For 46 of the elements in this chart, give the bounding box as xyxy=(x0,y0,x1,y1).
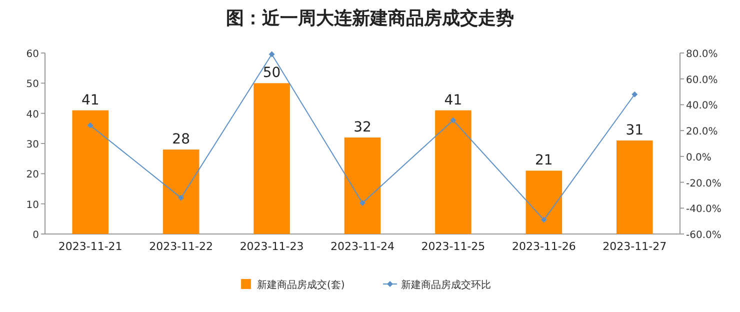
x-tick-label: 2023-11-24 xyxy=(330,240,394,253)
y2-tick-label: -60.0% xyxy=(686,230,722,241)
point xyxy=(178,194,184,201)
point xyxy=(268,51,275,58)
data-label: 50 xyxy=(262,65,281,82)
y-tick-label: 10 xyxy=(26,200,39,211)
data-label: 28 xyxy=(172,132,190,148)
x-tick-label: 2023-11-26 xyxy=(512,240,576,253)
y-tick-label: 60 xyxy=(26,49,39,60)
data-label: 21 xyxy=(535,152,553,169)
data-label: 41 xyxy=(444,92,462,108)
point xyxy=(87,122,94,128)
y2-tick-label: 0.0% xyxy=(686,152,712,164)
bar xyxy=(435,110,472,234)
x-tick-label: 2023-11-21 xyxy=(58,240,122,253)
point xyxy=(540,216,547,223)
bar xyxy=(162,150,200,234)
legend-label: 新建商品房成交(套) xyxy=(257,279,345,291)
y2-tick-label: 80.0% xyxy=(686,49,718,60)
x-tick-label: 2023-11-27 xyxy=(602,240,667,253)
chart-title: 图：近一周大连新建商品房成交走势 xyxy=(226,8,514,29)
data-label: 41 xyxy=(81,92,100,108)
point xyxy=(450,117,456,124)
x-tick-label: 2023-11-23 xyxy=(240,240,304,253)
y2-tick-label: -20.0% xyxy=(686,178,722,190)
y-tick-label: 0 xyxy=(32,230,39,241)
y2-tick-label: 60.0% xyxy=(686,74,718,86)
bar xyxy=(344,137,381,234)
y-tick-label: 20 xyxy=(26,170,39,181)
bar xyxy=(526,170,562,234)
y2-tick-label: 40.0% xyxy=(686,100,718,112)
y-tick-label: 30 xyxy=(26,140,39,150)
bar xyxy=(254,83,290,234)
y-tick-label: 50 xyxy=(26,79,39,90)
data-label: 32 xyxy=(354,119,372,136)
y-tick-label: 40 xyxy=(26,109,39,120)
legend-label: 新建商品房成交环比 xyxy=(401,279,491,291)
y2-tick-label: 20.0% xyxy=(686,126,718,138)
x-tick-label: 2023-11-25 xyxy=(421,240,486,253)
point xyxy=(360,200,366,206)
point xyxy=(632,91,638,98)
bar xyxy=(72,110,108,234)
bar xyxy=(616,140,653,234)
y2-tick-label: -40.0% xyxy=(686,204,722,216)
x-tick-label: 2023-11-22 xyxy=(149,240,214,253)
data-label: 31 xyxy=(626,122,644,138)
